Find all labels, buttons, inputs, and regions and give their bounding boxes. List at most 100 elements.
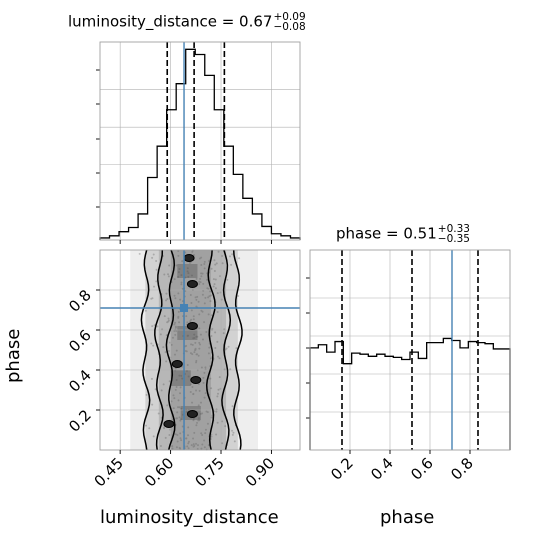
joint-sample-point xyxy=(184,437,187,440)
joint-sample-point xyxy=(155,260,158,263)
joint-sample-point xyxy=(203,260,206,263)
joint-sample-point xyxy=(179,298,182,301)
joint-sample-point xyxy=(195,305,198,308)
joint-sample-point xyxy=(171,447,174,450)
joint-sample-point xyxy=(193,333,196,336)
joint-sample-point xyxy=(198,313,201,316)
joint-sample-point xyxy=(203,396,206,399)
joint-sample-point xyxy=(185,315,188,318)
joint-sample-point xyxy=(171,445,174,448)
joint-sample-point xyxy=(199,277,202,280)
joint-sample-point xyxy=(201,293,204,296)
joint-sample-point xyxy=(228,255,231,258)
joint-sample-point xyxy=(174,333,177,336)
joint-sample-point xyxy=(186,270,189,273)
joint-contour-right-1 xyxy=(221,249,232,451)
joint-sample-point xyxy=(165,360,168,363)
joint-sample-point xyxy=(192,315,195,318)
joint-sample-point xyxy=(188,261,191,264)
joint-sample-point xyxy=(221,420,224,423)
joint-sample-point xyxy=(200,256,203,259)
joint-sample-point xyxy=(192,253,195,256)
joint-sample-point xyxy=(153,285,156,288)
joint-sample-point xyxy=(180,283,183,286)
phase-xtick-label-3: 0.8 xyxy=(447,454,477,484)
phase-xtick-label-1: 0.4 xyxy=(367,454,397,484)
joint-sample-point xyxy=(205,330,208,333)
joint-sample-point xyxy=(179,432,182,435)
joint-sample-point xyxy=(213,283,216,286)
joint-sample-point xyxy=(201,272,204,275)
joint-sample-point xyxy=(190,309,193,312)
joint-sample-point xyxy=(177,254,180,257)
joint-sample-point xyxy=(230,263,233,266)
joint-sample-point xyxy=(159,333,162,336)
joint-sample-point xyxy=(198,282,201,285)
joint-contour-left-2 xyxy=(165,249,176,451)
joint-sample-point xyxy=(201,338,204,341)
joint-sample-point xyxy=(184,276,187,279)
joint-sample-point xyxy=(200,432,203,435)
joint-sample-point xyxy=(204,428,207,431)
joint-sample-point xyxy=(176,433,179,436)
joint-ytick-label-3: 0.8 xyxy=(65,286,95,316)
joint-sample-point xyxy=(178,416,181,419)
joint-sample-point xyxy=(202,289,205,292)
phase-xtick-label-2: 0.6 xyxy=(407,454,437,484)
joint-sample-point xyxy=(209,377,212,380)
joint-sample-point xyxy=(173,353,176,356)
joint-sample-point xyxy=(150,377,153,380)
lum-title-label: luminosity_distance = 0.67 xyxy=(68,12,273,31)
joint-sample-point xyxy=(179,392,182,395)
lum-title-minus: −0.08 xyxy=(273,21,306,33)
joint-sample-point xyxy=(191,353,194,356)
joint-sample-point xyxy=(174,388,177,391)
joint-contour-right-0 xyxy=(232,249,243,451)
joint-sample-point xyxy=(210,387,213,390)
joint-sample-point xyxy=(200,272,203,275)
joint-sample-point xyxy=(186,364,189,367)
joint-sample-point xyxy=(192,392,195,395)
joint-sample-point xyxy=(195,389,198,392)
joint-sample-point xyxy=(196,444,199,447)
joint-ytick-label-2: 0.6 xyxy=(65,326,95,356)
joint-contour-blob-2 xyxy=(186,322,198,330)
joint-xtick-label-2: 0.75 xyxy=(191,454,227,490)
joint-sample-point xyxy=(181,377,184,380)
joint-sample-point xyxy=(231,433,234,436)
joint-panel: 0.45 0.60 0.75 0.90 0.2 0.4 0.6 0.8 xyxy=(65,249,301,490)
joint-sample-point xyxy=(193,351,196,354)
joint-sample-point xyxy=(200,447,203,450)
joint-sample-point xyxy=(218,357,221,360)
y-axis-label-joint: phase xyxy=(3,328,24,383)
joint-sample-point xyxy=(216,310,219,313)
joint-sample-point xyxy=(178,446,181,449)
joint-sample-point xyxy=(152,253,155,256)
joint-sample-point xyxy=(217,388,220,391)
joint-sample-point xyxy=(163,427,166,430)
joint-sample-point xyxy=(187,447,190,450)
joint-sample-point xyxy=(232,431,235,434)
joint-sample-point xyxy=(177,275,180,278)
joint-sample-point xyxy=(196,447,199,450)
joint-sample-point xyxy=(198,327,201,330)
joint-contour-blob-6 xyxy=(171,360,183,368)
joint-sample-point xyxy=(200,309,203,312)
joint-sample-point xyxy=(178,374,181,377)
joint-sample-point xyxy=(159,444,162,447)
joint-sample-point xyxy=(204,366,207,369)
joint-sample-point xyxy=(145,393,148,396)
joint-sample-point xyxy=(190,444,193,447)
joint-sample-point xyxy=(178,321,181,324)
joint-sample-point xyxy=(197,417,200,420)
joint-sample-point xyxy=(199,281,202,284)
joint-sample-point xyxy=(144,424,147,427)
joint-sample-point xyxy=(206,422,209,425)
joint-sample-point xyxy=(167,275,170,278)
joint-sample-point xyxy=(167,273,170,276)
joint-sample-point xyxy=(189,383,192,386)
joint-sample-point xyxy=(187,426,190,429)
joint-sample-point xyxy=(221,262,224,265)
joint-sample-point xyxy=(186,445,189,448)
joint-sample-point xyxy=(189,391,192,394)
